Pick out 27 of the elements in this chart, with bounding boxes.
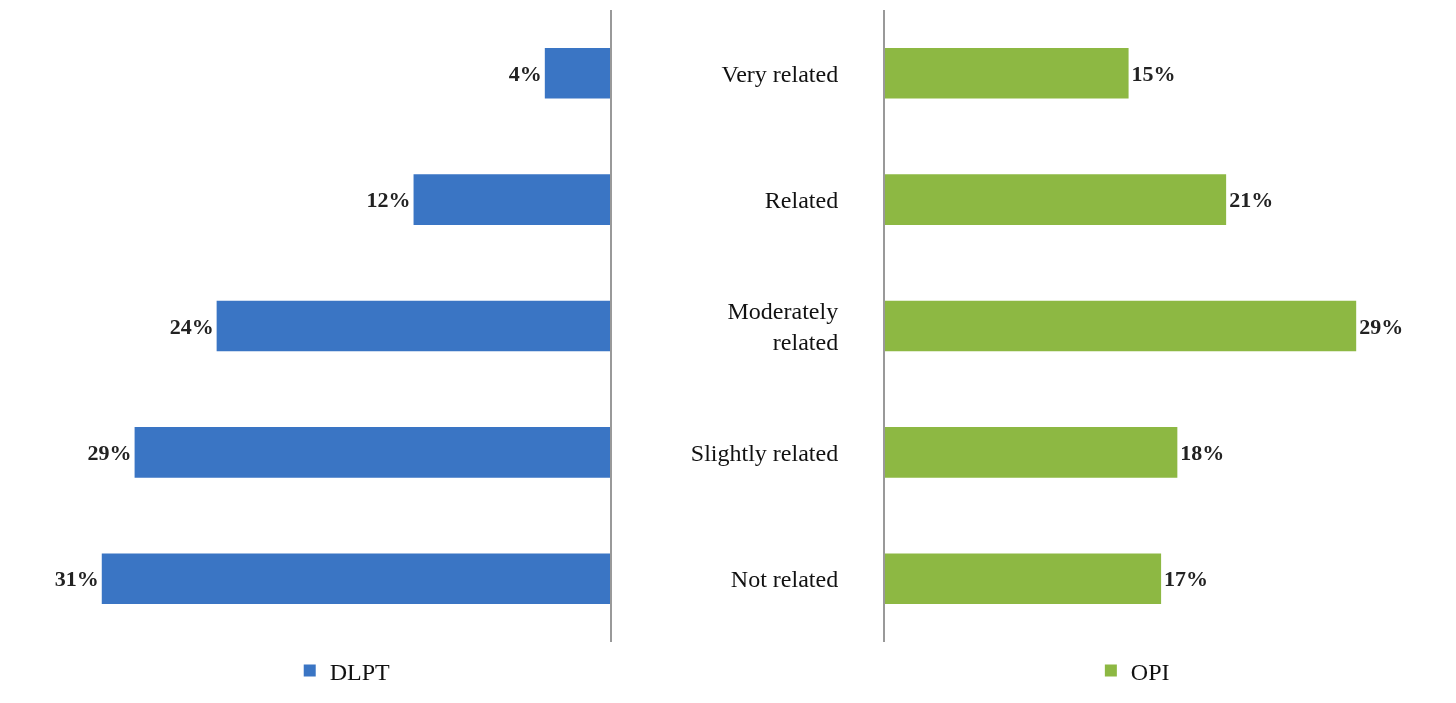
bar xyxy=(101,553,611,605)
data-label: 29% xyxy=(87,439,132,465)
data-label: 17% xyxy=(1164,566,1209,592)
bar xyxy=(134,427,611,478)
bar xyxy=(884,174,1227,225)
bar xyxy=(413,174,611,225)
bar xyxy=(216,300,611,352)
bar xyxy=(884,427,1178,478)
data-label: 21% xyxy=(1229,187,1274,213)
bar xyxy=(544,47,611,99)
legend-label: DLPT xyxy=(329,658,391,685)
data-label: 24% xyxy=(169,313,214,339)
data-label: 31% xyxy=(54,566,99,592)
y-tick-label: Not related xyxy=(730,566,839,593)
bar xyxy=(884,300,1357,352)
data-label: 18% xyxy=(1180,439,1225,465)
legend-label: OPI xyxy=(1130,658,1170,685)
y-tick-label: Very related xyxy=(721,60,839,87)
data-label: 12% xyxy=(366,187,411,213)
y-tick-label: Moderately related xyxy=(727,297,839,355)
data-label: 15% xyxy=(1131,60,1176,86)
data-label: 29% xyxy=(1359,313,1404,339)
bar xyxy=(884,47,1129,99)
y-tick-label: Slightly related xyxy=(690,439,839,466)
data-label: 4% xyxy=(508,60,542,86)
bar xyxy=(884,553,1162,605)
y-tick-label: Related xyxy=(764,187,839,213)
